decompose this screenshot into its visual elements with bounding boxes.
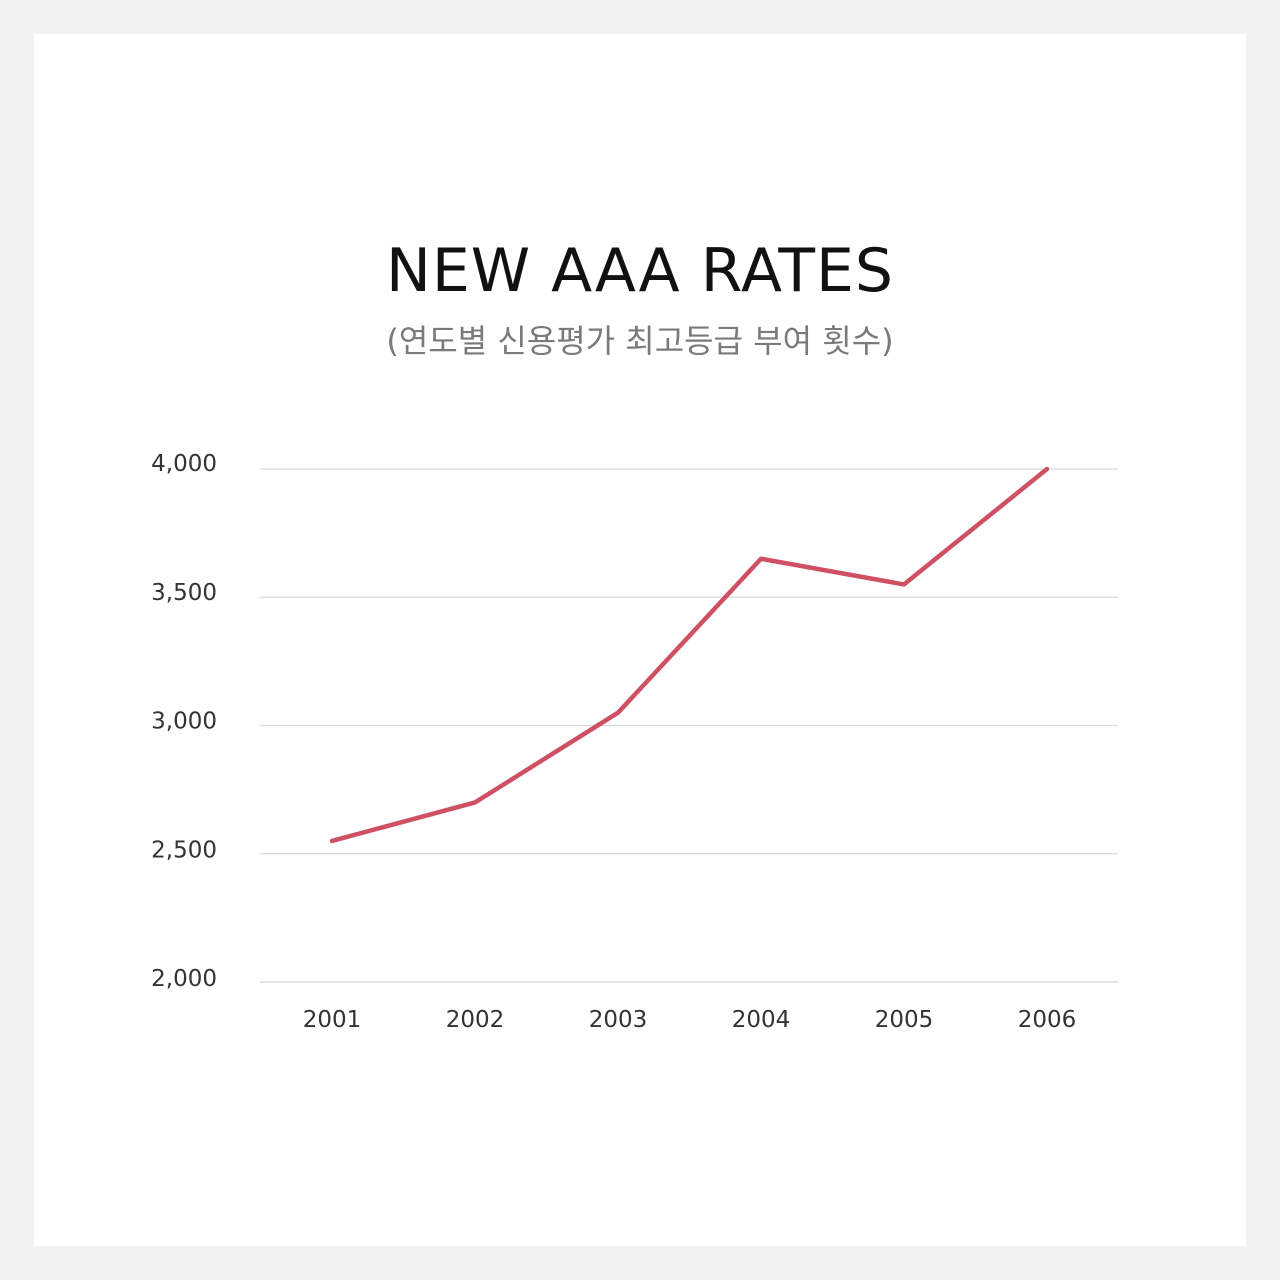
x-tick-label: 2002: [446, 1007, 505, 1033]
x-tick-label: 2003: [589, 1007, 648, 1033]
x-tick-label: 2004: [732, 1007, 791, 1033]
y-axis-labels: 2,000 2,500 3,000 3,500 4,000: [151, 451, 217, 992]
series-line: [329, 466, 1050, 844]
y-tick-label: 4,000: [151, 451, 217, 477]
x-tick-label: 2001: [303, 1007, 362, 1033]
x-tick-label: 2005: [875, 1007, 934, 1033]
y-tick-label: 3,000: [151, 709, 217, 735]
x-axis-labels: 2001 2002 2003 2004 2005 2006: [303, 1007, 1077, 1033]
chart-subtitle: (연도별 신용평가 최고등급 부여 횟수): [386, 322, 894, 360]
chart-card: [34, 34, 1246, 1246]
series-layer: [329, 466, 1050, 844]
x-tick-label: 2006: [1018, 1007, 1077, 1033]
y-tick-label: 3,500: [151, 580, 217, 606]
y-tick-label: 2,500: [151, 837, 217, 863]
gridlines: [260, 468, 1118, 983]
chart-title: NEW AAA RATES: [385, 236, 895, 306]
y-tick-label: 2,000: [151, 966, 217, 992]
